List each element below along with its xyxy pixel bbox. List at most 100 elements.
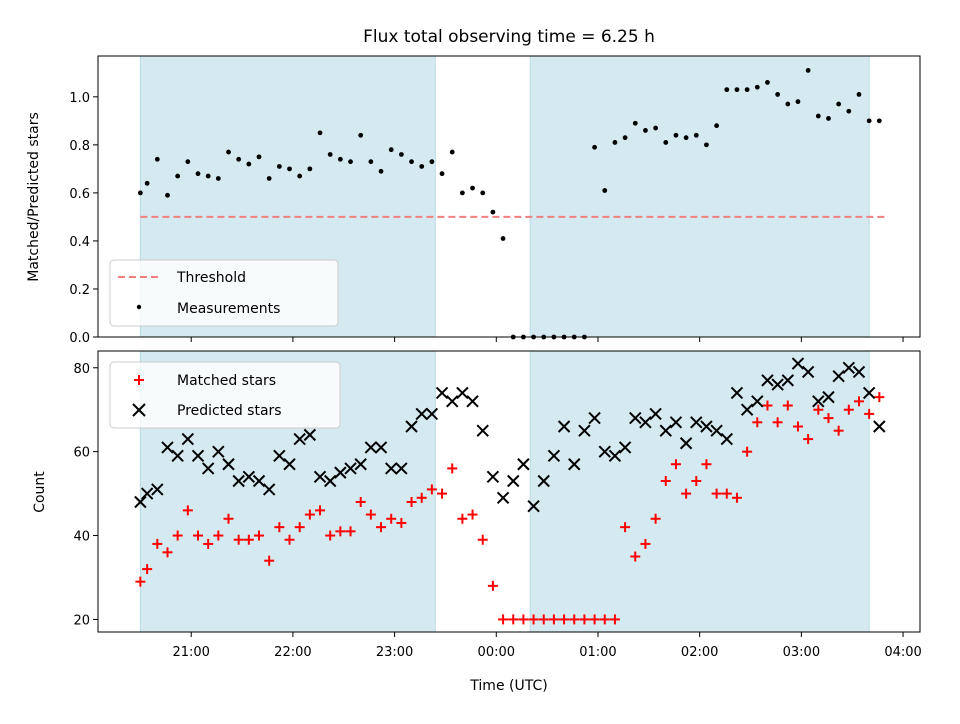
measurement-point [876,118,882,124]
measurement-point [185,159,191,165]
measurement-point [317,130,323,136]
matched-stars-point [589,614,600,625]
matched-stars-point [406,496,417,507]
matched-stars-point [162,547,173,558]
predicted-stars-point [171,449,184,463]
predicted-stars-point [486,470,500,484]
measurement-point [378,168,384,174]
matched-stars-point [274,522,285,533]
predicted-stars-point [679,437,693,450]
matched-stars-point [630,551,641,562]
measurement-point [419,164,425,169]
predicted-stars-point [303,428,317,442]
matched-stars-point [254,530,265,541]
predicted-stars-point [191,449,205,463]
matched-stars-point [538,614,549,625]
measurement-point [287,166,292,172]
matched-stars-point [223,513,234,524]
matched-stars-point [135,576,146,587]
predicted-stars-point [466,395,479,408]
predicted-stars-point [578,424,591,437]
measurement-point [653,125,659,131]
y-tick-label: 0.8 [69,139,90,154]
matched-stars-point [711,488,722,499]
matched-stars-point [843,404,854,415]
measurement-point [327,152,333,157]
predicted-stars-point [344,462,357,475]
predicted-stars-point [242,470,256,484]
measurement-point [175,173,181,179]
matched-stars-point [752,417,763,428]
matched-stars-point [355,496,366,507]
matched-stars-point [731,492,742,503]
matched-stars-point [742,446,753,457]
y-tick-label: 60 [73,446,90,461]
legend-measurements-swatch [136,304,142,310]
top-y-axis-label: Matched/Predicted stars [26,112,42,282]
bottom-panel: 20 40 60 80 21:00 22:00 23:00 00:00 01:00 02:00 0… [32,350,922,694]
matched-stars-point [559,614,570,625]
predicted-stars-point [222,458,235,471]
predicted-stars-point [618,441,632,454]
matched-stars-point [498,614,509,625]
matched-stars-point [416,492,427,503]
matched-stars-point [172,530,183,541]
matched-stars-point [467,509,478,520]
measurement-point [866,118,872,124]
x-tick-label: 21:00 [172,645,209,660]
measurement-point [856,92,862,97]
matched-stars-point [325,530,336,541]
x-tick-label: 01:00 [579,645,616,660]
bottom-legend: Matched stars Predicted stars [109,361,341,429]
predicted-stars-point [415,407,428,421]
matched-stars-point [304,509,315,520]
predicted-stars-point [822,390,835,404]
predicted-stars-point [354,458,367,471]
predicted-stars-point [134,495,147,509]
matched-stars-point [203,538,214,549]
measurement-point [215,176,221,181]
predicted-stars-point [761,374,774,387]
matched-stars-point [772,417,783,428]
predicted-stars-point [527,499,540,513]
predicted-stars-point [700,420,713,433]
chart-title: Flux total observing time = 6.25 h [363,27,655,47]
predicted-stars-point [659,424,672,437]
legend-matched-label: Matched stars [177,373,276,389]
matched-stars-point [386,513,397,524]
measurement-point [276,164,282,169]
measurement-point [205,173,211,179]
matched-stars-point [579,614,590,625]
measurement-point [775,92,781,97]
matched-stars-point [803,434,814,445]
top-plot-frame [97,55,921,338]
predicted-stars-point [273,449,286,463]
measurement-point [226,149,231,155]
predicted-stars-point [740,403,754,416]
measurement-point [307,166,313,172]
matched-stars-point [345,526,356,537]
matched-stars-point [782,400,793,411]
matched-stars-point [864,408,875,419]
measurement-point [785,101,791,107]
top-legend: Threshold Measurements [109,259,339,327]
y-tick-label: 0.2 [69,283,90,298]
matched-stars-point [437,488,448,499]
measurement-point [144,180,150,186]
y-tick-label: 20 [73,613,90,628]
matched-stars-point [284,534,295,545]
predicted-stars-point [496,491,510,504]
x-tick-label: 22:00 [274,645,311,660]
predicted-stars-point [781,374,795,387]
matched-stars-point [518,614,529,625]
measurement-point [704,142,709,148]
matched-stars-point [142,564,153,575]
matched-stars-point [294,522,305,533]
measurement-point [246,161,252,167]
matched-stars-point [813,404,824,415]
predicted-stars-point [730,386,744,400]
matched-stars-point [243,534,254,545]
matched-stars-point [447,463,458,474]
y-tick-label: 1.0 [69,91,90,106]
matched-stars-point [833,425,844,436]
